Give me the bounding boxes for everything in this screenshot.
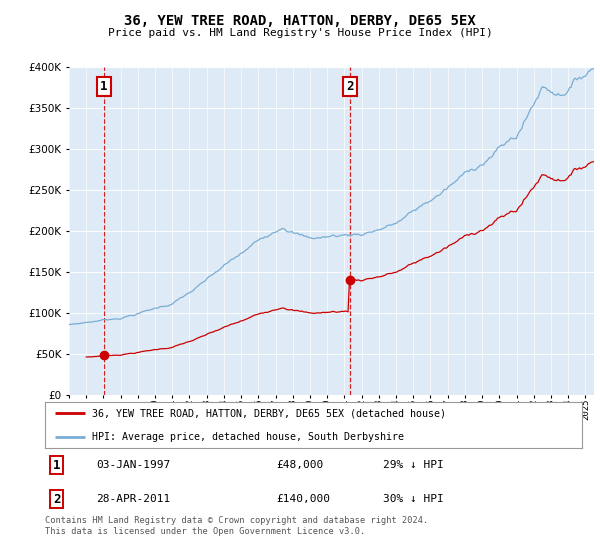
Text: 2: 2 xyxy=(53,493,61,506)
Text: 36, YEW TREE ROAD, HATTON, DERBY, DE65 5EX (detached house): 36, YEW TREE ROAD, HATTON, DERBY, DE65 5… xyxy=(92,408,446,418)
Text: 2: 2 xyxy=(346,80,354,94)
Text: £48,000: £48,000 xyxy=(276,460,323,470)
Text: 1: 1 xyxy=(53,459,61,472)
Text: 28-APR-2011: 28-APR-2011 xyxy=(96,494,170,504)
Text: HPI: Average price, detached house, South Derbyshire: HPI: Average price, detached house, Sout… xyxy=(92,432,404,442)
Text: 1: 1 xyxy=(100,80,108,94)
Text: 36, YEW TREE ROAD, HATTON, DERBY, DE65 5EX: 36, YEW TREE ROAD, HATTON, DERBY, DE65 5… xyxy=(124,14,476,28)
Text: £140,000: £140,000 xyxy=(276,494,330,504)
Text: Contains HM Land Registry data © Crown copyright and database right 2024.
This d: Contains HM Land Registry data © Crown c… xyxy=(45,516,428,536)
Text: Price paid vs. HM Land Registry's House Price Index (HPI): Price paid vs. HM Land Registry's House … xyxy=(107,28,493,38)
Text: 29% ↓ HPI: 29% ↓ HPI xyxy=(383,460,444,470)
Text: 03-JAN-1997: 03-JAN-1997 xyxy=(96,460,170,470)
Text: 30% ↓ HPI: 30% ↓ HPI xyxy=(383,494,444,504)
